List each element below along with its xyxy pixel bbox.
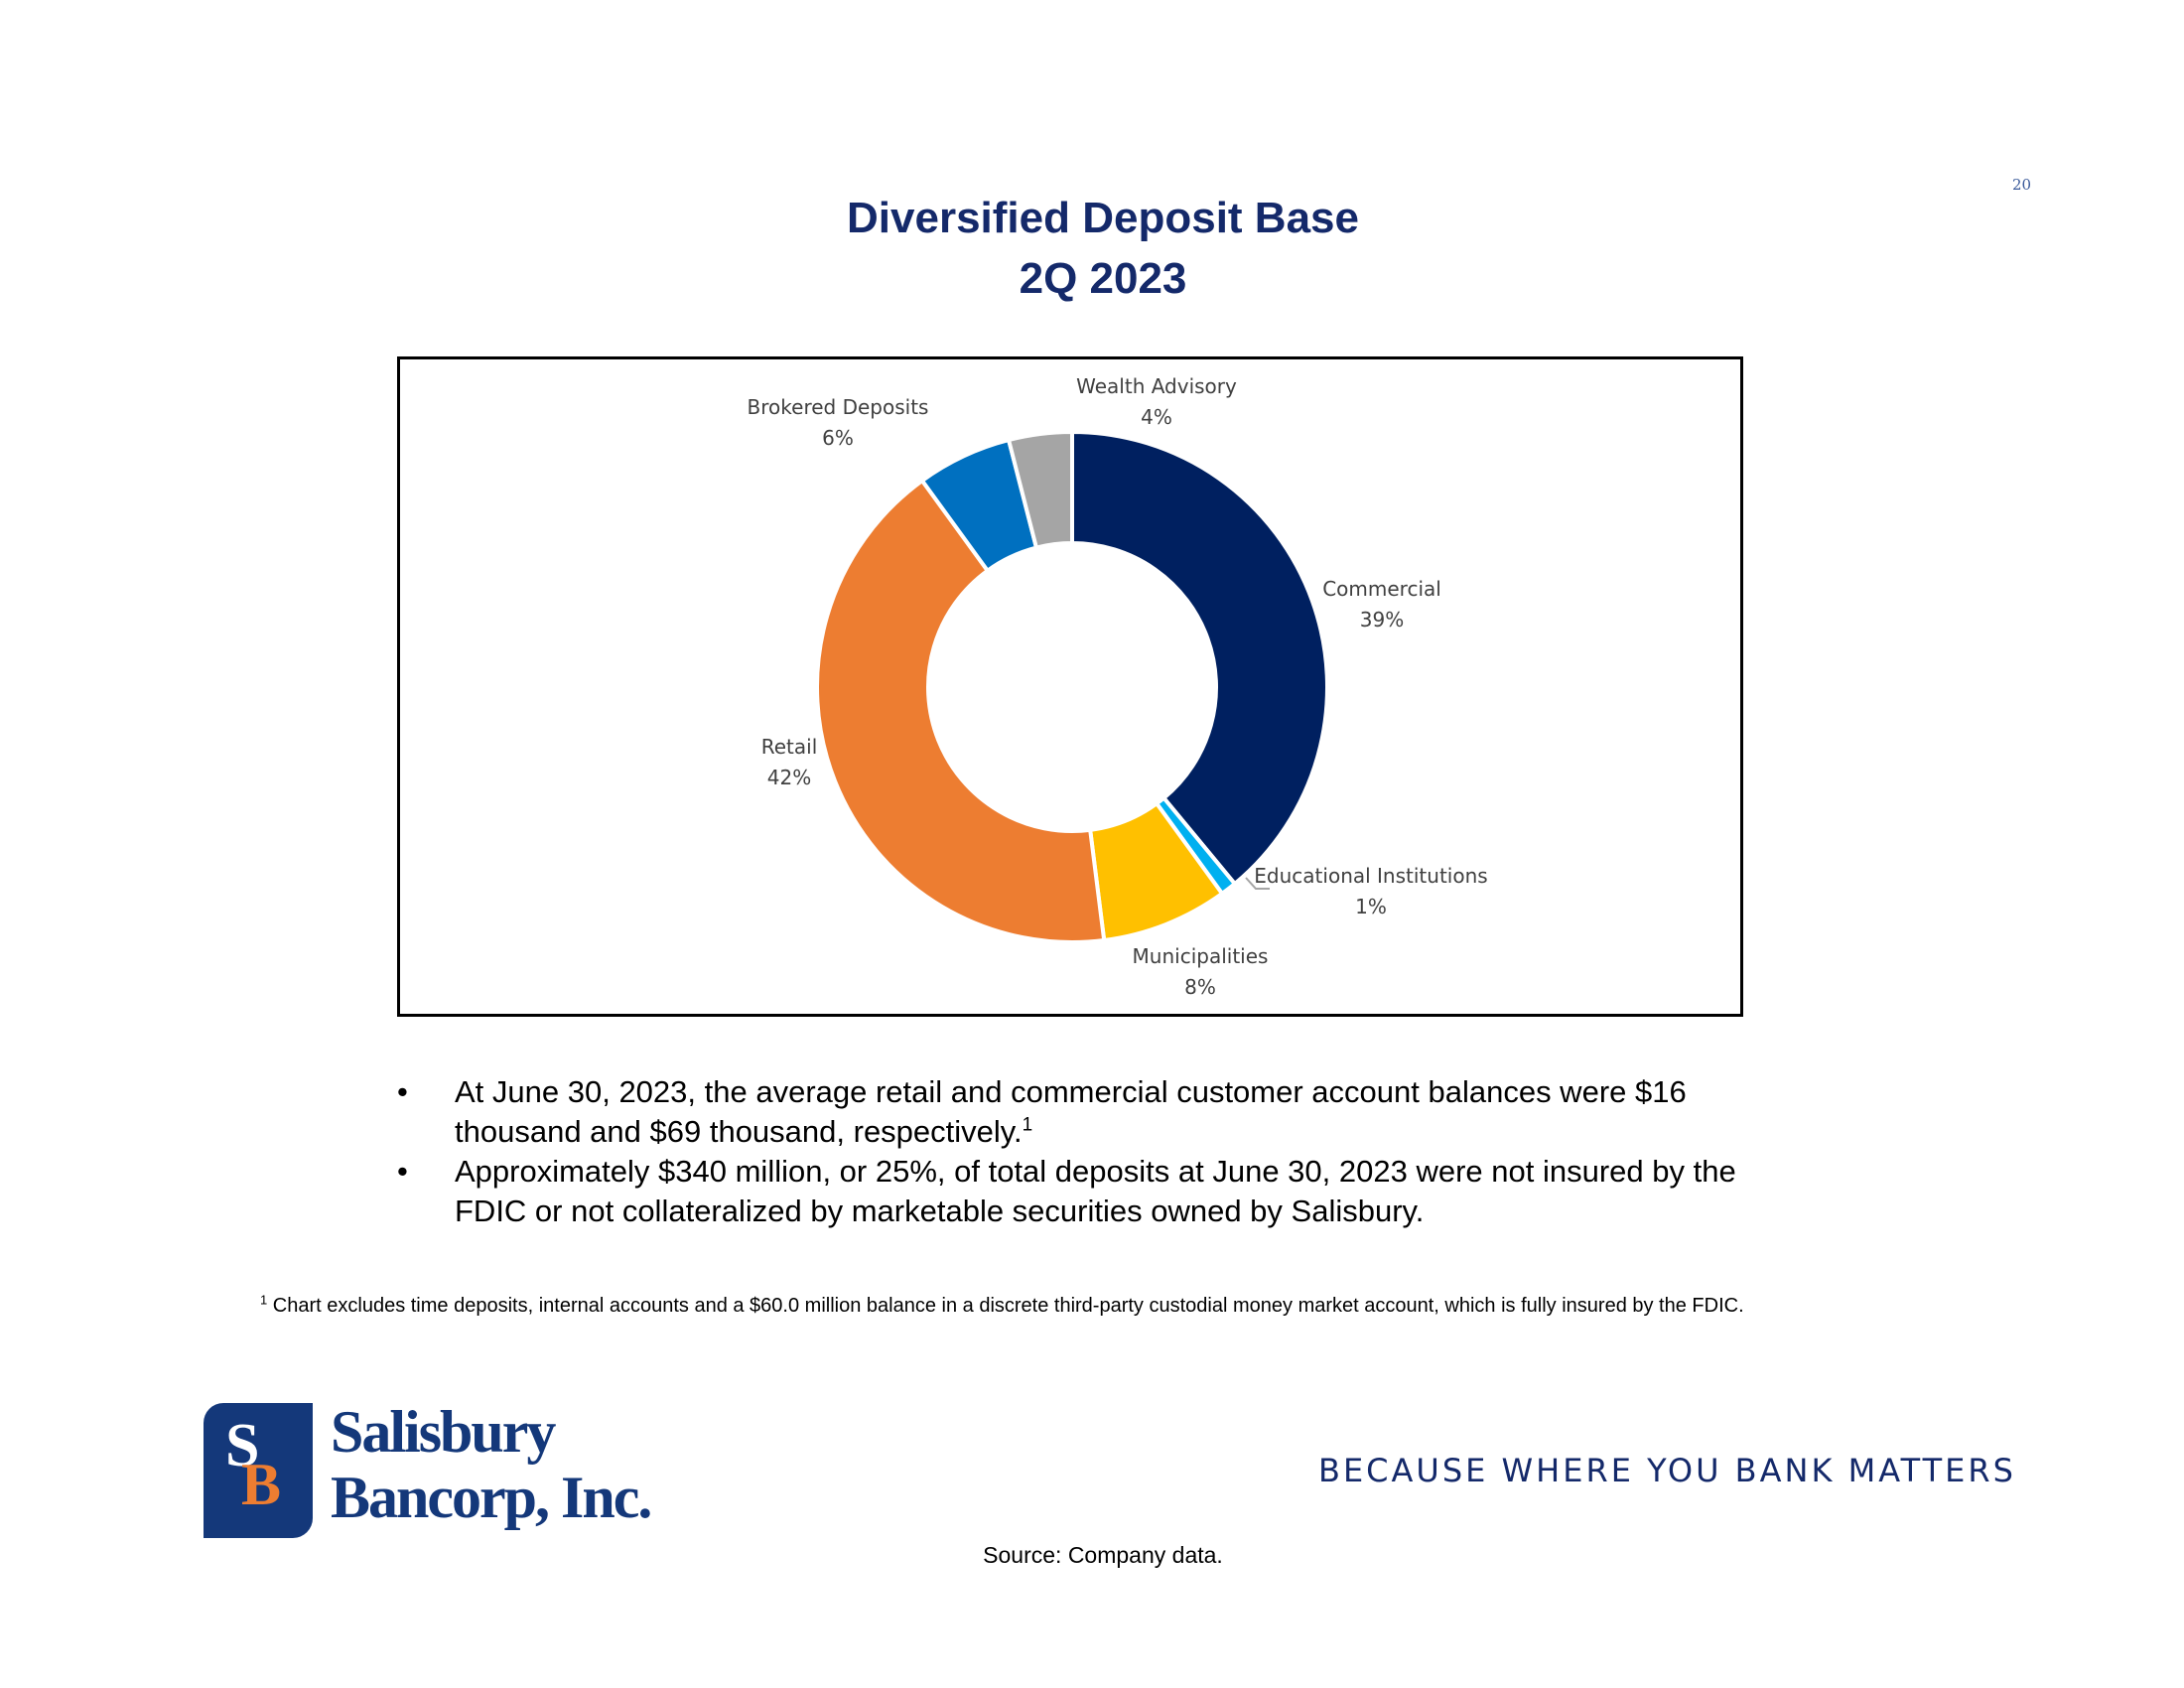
- data-label-value: 1%: [1355, 895, 1387, 918]
- bullet-item: • At June 30, 2023, the average retail an…: [397, 1072, 1787, 1152]
- data-label-name: Wealth Advisory: [1076, 374, 1237, 398]
- donut-slice-commercial: [1070, 429, 1329, 887]
- tagline: BECAUSE WHERE YOU BANK MATTERS: [1318, 1452, 2016, 1489]
- bullet-list: • At June 30, 2023, the average retail an…: [397, 1072, 1787, 1231]
- data-label-name: Retail: [761, 735, 818, 759]
- data-label-value: 6%: [822, 426, 854, 450]
- data-label-value: 39%: [1360, 608, 1404, 632]
- page-title: Diversified Deposit Base: [847, 194, 1359, 242]
- donut-chart-frame: Commercial 39% Educational Institutions 1% M…: [397, 356, 1743, 1017]
- source-note: Source: Company data.: [983, 1542, 1223, 1568]
- logo-letter-s: S: [225, 1412, 260, 1479]
- data-label-value: 4%: [1141, 405, 1172, 429]
- data-label-name: Municipalities: [1133, 944, 1269, 968]
- donut-slice-wealth-advisory: [1006, 429, 1074, 550]
- logo-text-line2: Bancorp, Inc.: [331, 1465, 652, 1530]
- data-label-value: 42%: [767, 766, 811, 789]
- bullet-marker: •: [397, 1074, 408, 1109]
- logo-text-line1: Salisbury: [331, 1399, 556, 1465]
- leader-line: [1245, 877, 1270, 890]
- page-number: 20: [2012, 176, 2032, 194]
- bullet-text: Approximately $340 million, or 25%, of t…: [455, 1154, 1736, 1228]
- footnote-marker: 1: [260, 1292, 268, 1308]
- data-label-name: Educational Institutions: [1254, 864, 1487, 888]
- bullet-marker: •: [397, 1154, 408, 1189]
- bullet-text: At June 30, 2023, the average retail and…: [455, 1074, 1687, 1149]
- page-subtitle: 2Q 2023: [1019, 254, 1187, 303]
- bullet-item: • Approximately $340 million, or 25%, of …: [397, 1152, 1787, 1231]
- logo-mark: S B: [204, 1403, 313, 1538]
- data-label-name: Commercial: [1322, 577, 1441, 601]
- footnote-text: Chart excludes time deposits, internal a…: [267, 1295, 1744, 1317]
- footnote-ref: 1: [1022, 1114, 1033, 1136]
- donut-chart: Commercial 39% Educational Institutions 1% M…: [748, 374, 1488, 999]
- footnote: 1 Chart excludes time deposits, internal…: [260, 1292, 1744, 1318]
- data-label-name: Brokered Deposits: [748, 395, 929, 419]
- data-label-value: 8%: [1184, 975, 1216, 999]
- logo-letter-b: B: [241, 1452, 282, 1517]
- donut-slice-retail: [815, 478, 1107, 944]
